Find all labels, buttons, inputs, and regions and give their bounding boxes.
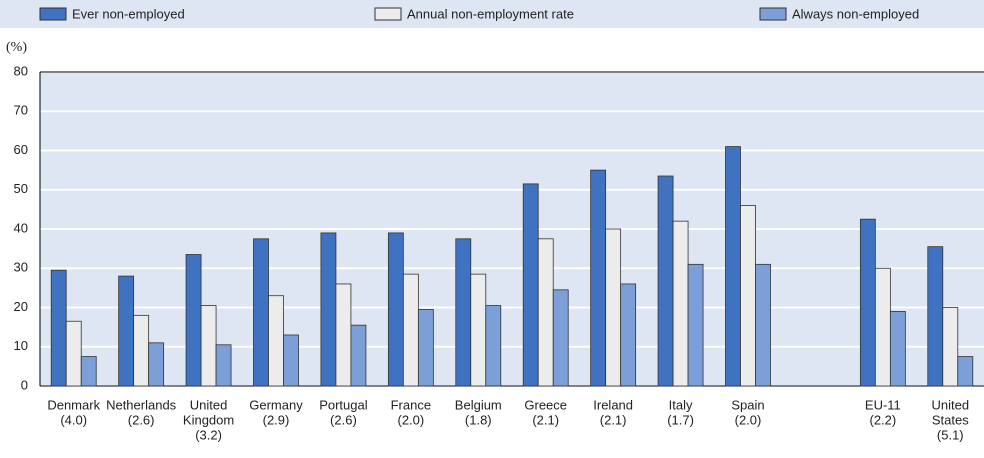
bar: [927, 246, 944, 387]
bar: [283, 334, 299, 387]
bar: [133, 314, 150, 387]
bar: [50, 269, 67, 387]
bar: [657, 175, 674, 387]
bar: [755, 263, 771, 387]
x-tick-label: (3.2): [195, 427, 222, 442]
x-tick-label: Portugal: [319, 397, 368, 412]
bar: [522, 183, 539, 387]
x-tick-label: (2.0): [735, 412, 762, 427]
x-tick-label: Denmark: [47, 397, 100, 412]
legend-swatch: [759, 7, 787, 21]
bar: [859, 218, 876, 387]
bar: [552, 289, 569, 387]
x-tick-label: (2.1): [600, 412, 627, 427]
y-tick-label: 10: [14, 338, 28, 353]
bar: [387, 232, 404, 387]
x-tick-label: Ireland: [593, 397, 633, 412]
bar: [148, 342, 165, 387]
x-tick-label: Spain: [731, 397, 764, 412]
x-tick-label: United: [931, 397, 969, 412]
x-tick-label: Netherlands: [106, 397, 177, 412]
x-tick-label: (4.0): [60, 412, 87, 427]
x-tick-label: (2.9): [263, 412, 290, 427]
bar: [335, 283, 352, 387]
y-tick-label: 0: [21, 377, 28, 392]
bar: [320, 232, 337, 387]
y-tick-label: 40: [14, 220, 28, 235]
bar: [725, 146, 741, 387]
bar: [485, 305, 502, 387]
bar: [402, 273, 419, 387]
bar: [215, 344, 232, 387]
bar: [80, 356, 97, 387]
bar: [455, 238, 472, 387]
bar: [200, 305, 217, 387]
legend-label: Annual non-employment rate: [407, 6, 574, 21]
x-tick-label: Belgium: [455, 397, 502, 412]
bar: [417, 309, 434, 387]
bar: [942, 307, 959, 387]
bar: [268, 295, 284, 387]
x-tick-label: (2.1): [532, 412, 559, 427]
y-tick-label: 20: [14, 299, 28, 314]
bar: [185, 254, 202, 387]
bar: [957, 356, 974, 387]
bar: [889, 311, 906, 387]
bar: [687, 263, 704, 387]
legend-swatch: [374, 7, 402, 21]
x-tick-label: (5.1): [937, 427, 964, 442]
bar: [350, 324, 367, 387]
legend-label: Always non-employed: [792, 6, 919, 21]
x-tick-label: France: [391, 397, 431, 412]
bar: [874, 267, 891, 387]
x-tick-label: (2.0): [397, 412, 424, 427]
x-tick-label: (2.6): [128, 412, 155, 427]
x-tick-label: Greece: [524, 397, 567, 412]
x-tick-label: Germany: [249, 397, 303, 412]
legend-swatch: [39, 7, 67, 21]
y-axis-label: (%): [6, 40, 27, 55]
bar: [590, 169, 607, 387]
legend-band: [0, 0, 984, 28]
y-tick-label: 70: [14, 103, 28, 118]
y-tick-label: 50: [14, 181, 28, 196]
x-tick-label: Italy: [669, 397, 693, 412]
bar: [605, 228, 622, 387]
bar: [620, 283, 637, 387]
bar: [537, 238, 554, 387]
legend-label: Ever non-employed: [72, 6, 185, 21]
y-tick-label: 80: [14, 63, 28, 78]
x-tick-label: United: [190, 397, 228, 412]
x-tick-label: (2.6): [330, 412, 357, 427]
bar: [118, 275, 135, 387]
bar: [740, 205, 756, 387]
x-tick-label: (1.7): [667, 412, 694, 427]
y-tick-label: 60: [14, 142, 28, 157]
y-tick-label: 30: [14, 260, 28, 275]
bar: [672, 220, 689, 387]
bar: [65, 320, 82, 387]
x-tick-label: (1.8): [465, 412, 492, 427]
x-tick-label: States: [932, 412, 969, 427]
bar: [253, 238, 269, 387]
x-tick-label: Kingdom: [183, 412, 234, 427]
x-tick-label: (2.2): [869, 412, 896, 427]
x-tick-label: EU-11: [865, 397, 901, 412]
bar: [470, 273, 487, 387]
